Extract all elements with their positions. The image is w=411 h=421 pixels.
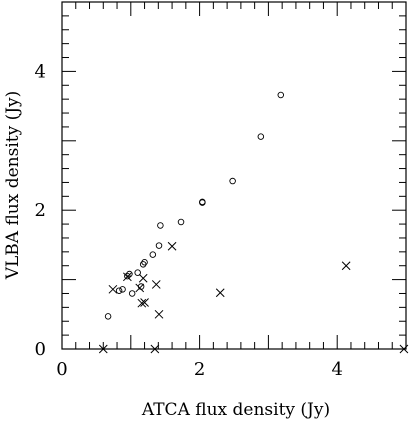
cross-marker	[137, 298, 147, 308]
circle-marker	[134, 269, 141, 276]
data-markers	[98, 91, 409, 354]
plot-frame	[61, 1, 407, 350]
x-tick-label: 0	[56, 359, 67, 380]
circle-marker	[157, 222, 164, 229]
circle-marker	[126, 270, 133, 278]
cross-marker	[151, 280, 161, 289]
y-tick-label: 4	[35, 61, 46, 82]
cross-marker	[341, 261, 351, 271]
cross-marker	[123, 272, 132, 282]
circle-marker	[177, 218, 185, 226]
circle-marker	[104, 313, 112, 320]
y-tick-label: 0	[35, 339, 46, 360]
circle-marker	[119, 286, 126, 293]
circle-marker	[277, 91, 285, 99]
circle-marker	[141, 259, 148, 266]
cross-marker	[138, 273, 148, 283]
tick-labels: 0 2 4 0 2 4	[35, 61, 343, 380]
cross-marker	[215, 288, 225, 298]
circle-marker	[128, 290, 136, 297]
y-axis-title: VLBA flux density (Jy)	[3, 91, 23, 281]
circle-marker	[199, 199, 206, 206]
circle-marker	[155, 242, 163, 249]
cross-marker	[154, 309, 164, 319]
y-tick-label: 2	[35, 200, 46, 221]
circle-marker	[149, 251, 157, 258]
cross-marker	[140, 298, 149, 307]
axis-ticks	[61, 1, 407, 350]
circle-marker	[115, 287, 123, 294]
cross-marker	[135, 283, 145, 293]
circle-marker	[124, 272, 131, 280]
cross-marker	[167, 241, 177, 251]
cross-marker	[108, 284, 118, 294]
x-tick-label: 2	[194, 359, 205, 380]
circle-marker	[257, 133, 265, 140]
x-axis-title: ATCA flux density (Jy)	[141, 400, 330, 420]
x-tick-label: 4	[331, 359, 342, 380]
circle-marker	[229, 177, 236, 185]
